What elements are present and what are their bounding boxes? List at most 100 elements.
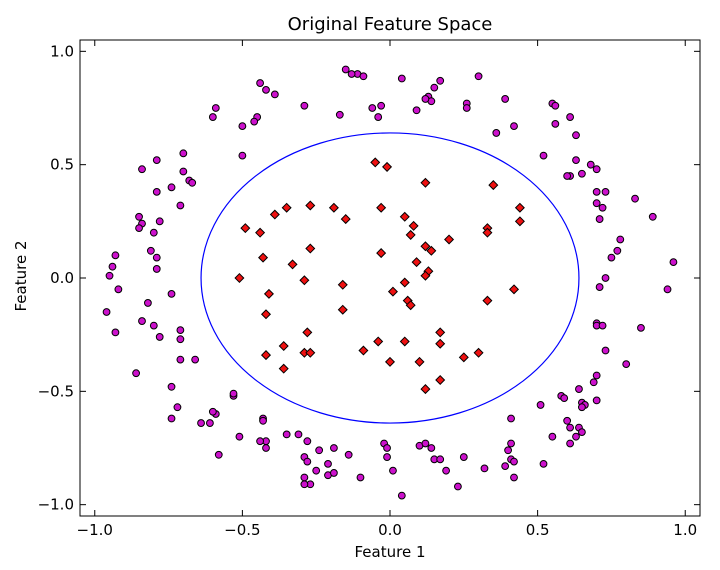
scatter-point-outer [114,285,123,294]
scatter-point-outer [111,251,120,260]
scatter-point-outer [303,457,312,466]
scatter-point-outer [256,437,264,446]
scatter-point-outer [206,419,214,427]
scatter-point-outer [179,149,188,158]
scatter-point-outer [631,194,639,203]
scatter-point-outer [259,416,267,425]
scatter-point-outer [592,187,601,196]
scatter-point-outer [144,299,152,307]
scatter-point-outer [155,333,164,341]
scatter-point-inner [514,216,525,227]
y-tick-label: −1.0 [38,496,74,514]
scatter-point-outer [389,466,397,475]
scatter-point-outer [430,83,439,92]
scatter-point-outer [563,416,572,425]
scatter-point-outer [397,74,406,83]
scatter-point-outer [669,258,678,267]
scatter-point-inner [358,345,369,356]
scatter-point-outer [578,169,586,178]
scatter-point-outer [421,95,430,103]
scatter-point-inner [337,279,348,290]
scatter-point-inner [278,340,289,352]
scatter-point-inner [263,288,274,299]
scatter-point-outer [167,414,176,423]
scatter-point-outer [566,423,574,432]
scatter-point-inner [444,234,455,245]
scatter-point-outer [383,453,391,461]
scatter-point-outer [335,110,344,119]
scatter-point-outer [613,246,622,255]
scatter-point-inner [411,257,422,268]
scatter-point-outer [592,199,601,208]
scatter-point-outer [176,335,185,344]
scatter-point-outer [601,187,610,196]
scatter-point-outer [330,444,338,452]
scatter-point-inner [435,338,446,349]
scatter-point-outer [572,432,580,441]
scatter-point-outer [152,253,161,262]
scatter-point-outer [421,439,430,448]
scatter-point-outer [235,432,244,441]
scatter-point-outer [510,122,518,131]
scatter-point-inner [514,202,525,213]
scatter-point-outer [303,437,312,446]
scatter-point-outer [176,355,185,364]
scatter-point-outer [155,217,164,226]
scatter-point-outer [616,235,625,244]
scatter-point-inner [420,384,431,395]
scatter-point-outer [566,439,574,448]
scatter-point-outer [663,285,672,294]
scatter-point-outer [167,289,176,298]
scatter-point-inner [426,245,437,256]
scatter-point-outer [300,101,309,110]
x-tick-label: 0.5 [526,521,550,539]
scatter-point-inner [420,177,431,188]
scatter-point-outer [108,262,117,271]
scatter-point-outer [592,165,601,174]
scatter-point-inner [370,157,381,168]
scatter-point-inner [405,300,416,311]
scatter-point-outer [176,201,185,210]
scatter-point-outer [436,455,445,464]
y-tick-label: 0.5 [50,156,74,174]
scatter-point-inner [260,309,272,320]
scatter-point-inner [337,304,348,315]
scatter-point-inner [420,241,431,252]
x-tick-label: 0.0 [378,521,402,539]
scatter-point-outer [208,113,217,121]
scatter-point-inner [399,336,410,347]
scatter-point-outer [138,165,146,174]
scatter-point-outer [330,469,338,477]
scatter-point-outer [436,76,445,85]
scatter-point-outer [595,215,604,223]
scatter-point-inner [376,202,387,213]
scatter-point-outer [300,473,309,482]
chart-title: Original Feature Space [288,14,493,35]
scatter-point-outer [111,328,120,337]
x-tick-label: −1.0 [77,521,113,539]
scatter-point-outer [359,72,368,81]
scatter-point-outer [501,95,510,103]
y-tick-label: 0.0 [50,269,74,287]
scatter-point-outer [211,104,220,112]
scatter-point-outer [324,459,332,468]
scatter-point-outer [262,85,270,94]
scatter-point-outer [572,131,580,140]
scatter-point-inner [435,327,446,338]
scatter-point-inner [260,350,272,361]
scatter-point-inner [488,180,499,191]
scatter-point-inner [482,295,493,306]
scatter-point-inner [387,286,398,297]
scatter-point-outer [480,464,489,473]
scatter-point-outer [347,70,356,78]
scatter-point-outer [575,385,583,393]
scatter-point-outer [152,265,161,273]
scatter-point-outer [648,212,657,221]
scatter-point-outer [586,160,595,169]
scatter-point-inner [420,270,431,281]
y-tick-label: 1.0 [50,42,74,60]
scatter-point-outer [135,224,143,233]
scatter-point-outer [592,371,601,380]
scatter-point-outer [294,430,303,439]
scatter-point-outer [179,167,188,176]
